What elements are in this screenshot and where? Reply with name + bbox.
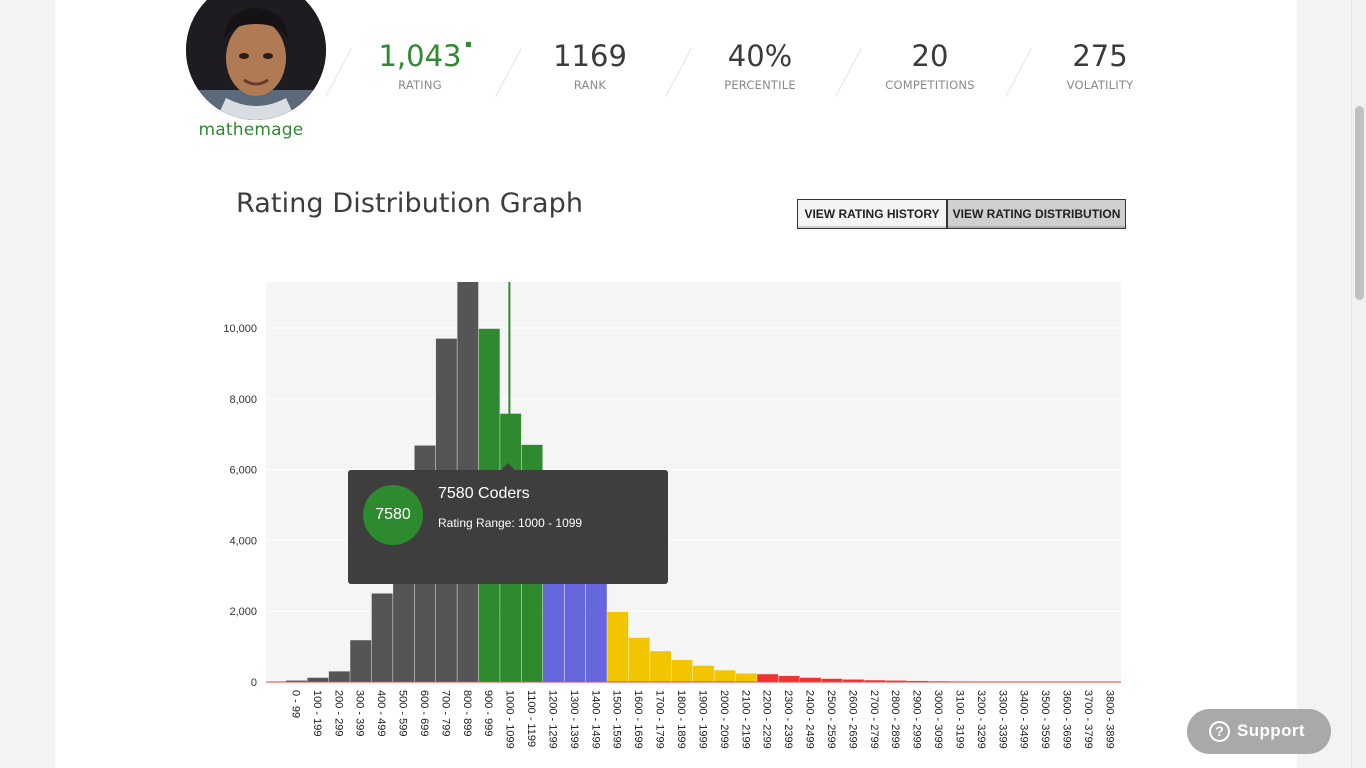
x-tick-label: 800 - 899 (461, 690, 473, 736)
x-tick-label: 600 - 699 (418, 690, 430, 736)
x-tick-label: 2200 - 2299 (761, 690, 773, 749)
distribution-bar[interactable] (585, 582, 607, 682)
x-tick-label: 1900 - 1999 (696, 690, 708, 749)
x-tick-label: 300 - 399 (354, 690, 366, 736)
x-tick-label: 0 - 99 (289, 690, 301, 718)
x-tick-label: 3600 - 3699 (1061, 690, 1073, 749)
y-tick-label: 2,000 (229, 606, 257, 618)
y-tick-label: 4,000 (229, 535, 257, 547)
distribution-bar[interactable] (628, 637, 650, 682)
y-tick-label: 8,000 (229, 394, 257, 406)
view-rating-distribution-button[interactable]: VIEW RATING DISTRIBUTION (947, 199, 1126, 229)
distribution-bar[interactable] (671, 660, 693, 682)
x-tick-label: 3400 - 3499 (1018, 690, 1030, 749)
x-tick-label: 2700 - 2799 (868, 690, 880, 749)
stat-label: PERCENTILE (724, 78, 796, 92)
x-tick-label: 3500 - 3599 (1039, 690, 1051, 749)
tooltip-range: Rating Range: 1000 - 1099 (438, 516, 583, 530)
x-tick-label: 3200 - 3299 (975, 690, 987, 749)
x-tick-label: 500 - 599 (397, 690, 409, 736)
profile-photo-icon (186, 0, 326, 120)
x-tick-label: 1600 - 1699 (632, 690, 644, 749)
distribution-bar[interactable] (735, 673, 757, 682)
distribution-bar[interactable] (714, 670, 736, 682)
x-tick-label: 2600 - 2699 (846, 690, 858, 749)
distribution-bar[interactable] (286, 680, 307, 682)
stat-label: RATING (398, 78, 442, 92)
scrollbar-thumb[interactable] (1355, 106, 1364, 300)
stat-competitions: 20 COMPETITIONS (855, 38, 1005, 92)
stat-value: 275 (1072, 39, 1128, 73)
x-tick-label: 2000 - 2099 (718, 690, 730, 749)
stat-label: RANK (573, 78, 607, 92)
stat-percentile: 40% PERCENTILE (685, 38, 835, 92)
stat-value: 40% (727, 39, 793, 73)
distribution-bar[interactable] (800, 677, 821, 682)
x-tick-label: 1400 - 1499 (589, 690, 601, 749)
distribution-bar[interactable] (650, 651, 672, 682)
distribution-bar[interactable] (328, 671, 350, 682)
x-tick-label: 1700 - 1799 (654, 690, 666, 749)
x-tick-label: 700 - 799 (439, 690, 451, 736)
stat-rank: 1169 RANK (515, 38, 665, 92)
tooltip-count-badge: 7580 (363, 485, 423, 545)
x-tick-label: 2900 - 2999 (911, 690, 923, 749)
tooltip-arrow-icon (501, 463, 515, 470)
rating-marker-icon (466, 42, 471, 47)
user-handle[interactable]: mathemage (198, 120, 304, 140)
x-tick-label: 400 - 499 (375, 690, 387, 736)
stat-rating: 1,043 RATING (345, 38, 495, 92)
distribution-bar[interactable] (607, 611, 629, 682)
x-tick-label: 2100 - 2199 (739, 690, 751, 749)
distribution-bar[interactable] (757, 674, 779, 682)
x-tick-label: 2500 - 2599 (825, 690, 837, 749)
x-tick-label: 900 - 999 (482, 690, 494, 736)
stat-label: VOLATILITY (1066, 78, 1134, 92)
x-tick-label: 3100 - 3199 (953, 690, 965, 749)
distribution-bar[interactable] (307, 677, 329, 682)
x-tick-label: 1800 - 1899 (675, 690, 687, 749)
x-tick-label: 100 - 199 (311, 690, 323, 736)
x-tick-label: 1200 - 1299 (546, 690, 558, 749)
avatar[interactable] (186, 0, 326, 120)
tooltip-title: 7580 Coders (438, 485, 530, 502)
distribution-bar[interactable] (371, 593, 393, 682)
question-icon: ? (1209, 721, 1230, 742)
x-tick-label: 3300 - 3399 (996, 690, 1008, 749)
y-tick-label: 0 (251, 677, 257, 689)
chart-tooltip: 7580 7580 Coders Rating Range: 1000 - 10… (348, 463, 668, 584)
stat-label: COMPETITIONS (885, 78, 975, 92)
distribution-bar[interactable] (864, 680, 886, 682)
x-tick-label: 2400 - 2499 (804, 690, 816, 749)
x-tick-label: 3700 - 3799 (1082, 690, 1094, 749)
distribution-bar[interactable] (350, 640, 372, 682)
support-label: Support (1237, 721, 1305, 740)
page-scrollbar[interactable] (1351, 0, 1366, 768)
graph-title: Rating Distribution Graph (236, 188, 584, 219)
x-tick-label: 1500 - 1599 (611, 690, 623, 749)
distribution-bar[interactable] (692, 665, 714, 682)
x-tick-label: 2800 - 2899 (889, 690, 901, 749)
distribution-bar[interactable] (907, 680, 929, 682)
view-rating-history-button[interactable]: VIEW RATING HISTORY (797, 199, 947, 229)
stat-value: 1,043 (378, 39, 462, 73)
y-tick-label: 10,000 (223, 323, 257, 335)
x-tick-label: 1000 - 1099 (504, 690, 516, 749)
stat-value: 20 (911, 39, 949, 73)
distribution-bar[interactable] (821, 678, 843, 682)
support-button[interactable]: ? Support (1187, 709, 1331, 754)
distribution-bar[interactable] (393, 554, 415, 682)
distribution-bar[interactable] (885, 680, 907, 682)
x-tick-label: 2300 - 2399 (782, 690, 794, 749)
stat-value: 1169 (553, 39, 627, 73)
distribution-bar[interactable] (842, 679, 864, 682)
x-tick-label: 200 - 299 (332, 690, 344, 736)
x-tick-label: 3800 - 3899 (1103, 690, 1115, 749)
x-tick-label: 1100 - 1199 (525, 690, 537, 747)
distribution-bar[interactable] (778, 675, 800, 682)
stat-volatility: 275 VOLATILITY (1025, 38, 1175, 92)
y-tick-label: 6,000 (229, 465, 257, 477)
x-tick-label: 3000 - 3099 (932, 690, 944, 749)
x-tick-label: 1300 - 1399 (568, 690, 580, 749)
